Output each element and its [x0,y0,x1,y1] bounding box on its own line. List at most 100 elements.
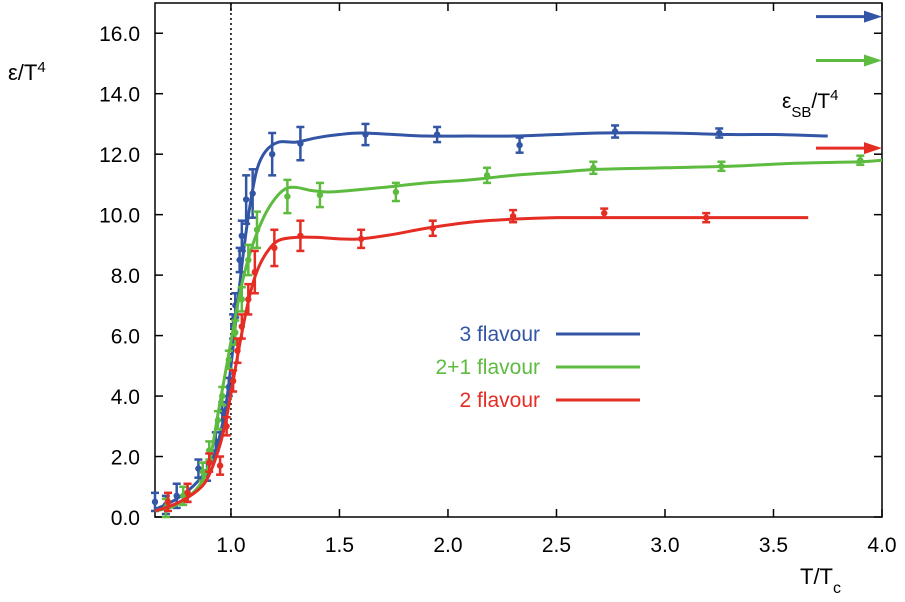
x-tick-label: 1.5 [325,534,354,557]
point-marker [316,191,324,199]
x-tick-label: 2.5 [542,534,571,557]
point-marker [483,172,491,179]
data-point [433,125,442,144]
x-tick-label: 3.5 [759,534,788,557]
y-tick-label: 16.0 [99,23,140,46]
point-marker [516,141,523,149]
point-marker [716,129,723,137]
data-point [357,228,366,250]
legend: 3 flavour 2+1 flavour 2 flavour [436,323,640,412]
point-marker [242,196,250,203]
sb-limit-arrows [816,10,882,155]
point-marker [245,296,252,303]
series-layer [151,122,883,519]
y-tick-label: 8.0 [111,265,140,288]
point-marker [214,417,222,424]
data-point [283,178,292,215]
point-marker [268,150,276,158]
point-marker [271,244,278,252]
point-marker [184,489,191,497]
sb-arrow-3-flavour [816,10,882,23]
legend-label-2-flavour: 2 flavour [459,389,540,412]
point-marker [238,296,246,303]
point-marker [245,256,252,264]
point-marker [601,209,608,217]
series-line-2-flavour [154,216,809,513]
y-tick-label: 10.0 [99,205,140,228]
series-line-3-flavour [154,131,828,511]
data-point [242,174,251,225]
point-marker [234,347,241,354]
data-point [198,461,207,482]
data-point [296,219,305,253]
y-tick-label: 14.0 [99,84,140,107]
data-point [237,285,246,313]
y-axis-ticks: 0.0 2.0 4.0 6.0 8.0 10.0 12.0 14.0 16.0 [99,23,882,530]
data-point [222,415,231,437]
point-marker [236,256,243,264]
data-point [268,131,277,177]
y-tick-label: 12.0 [99,144,140,167]
data-point [428,219,437,238]
point-marker [216,462,224,469]
point-marker [173,492,180,500]
data-point [252,210,261,250]
y-tick-label: 2.0 [111,447,140,470]
data-point [515,136,524,154]
sb-limit-label: εSB/T4 [782,87,838,121]
point-marker [229,377,237,385]
data-point [270,228,279,268]
data-point [183,482,192,504]
point-marker [238,323,246,330]
data-point [856,154,865,167]
data-point [205,452,214,473]
point-marker [219,392,226,400]
data-point [715,127,724,139]
x-tick-label: 2.0 [433,534,462,557]
plot-frame [154,2,883,518]
point-marker [151,498,159,506]
y-tick-label: 0.0 [111,507,140,530]
data-point [213,409,222,431]
y-axis-label: ε/T4 [8,59,46,86]
data-point [218,385,227,407]
point-marker [223,423,230,430]
point-marker [357,235,365,243]
point-marker [362,131,369,138]
data-point [164,491,173,513]
point-marker [164,498,172,506]
point-marker [433,131,441,138]
data-point [229,369,238,393]
point-marker [238,232,246,240]
point-marker [509,212,517,220]
point-marker [703,214,710,221]
data-point [315,181,324,209]
data-point [509,208,518,224]
data-point [611,124,620,139]
data-point [702,211,711,224]
data-point [224,349,233,371]
data-point [391,181,400,203]
sb-arrow-head [864,54,882,67]
point-marker [249,190,256,197]
point-marker [392,188,400,196]
data-point [231,319,240,346]
point-marker [206,459,213,466]
data-point [717,160,726,173]
data-point [296,125,305,162]
point-marker [429,225,436,232]
x-tick-label: 3.0 [650,534,679,557]
y-tick-label: 6.0 [111,326,140,349]
point-marker [718,163,725,170]
data-point [244,282,253,316]
point-marker [857,157,864,164]
sb-arrow-2-flavour [816,142,882,155]
point-marker [219,407,226,415]
data-point [237,219,246,253]
point-marker [251,268,259,276]
point-marker [225,356,232,363]
point-marker [297,140,304,147]
x-axis-label: T/Tc [800,564,841,597]
data-point [250,249,259,295]
